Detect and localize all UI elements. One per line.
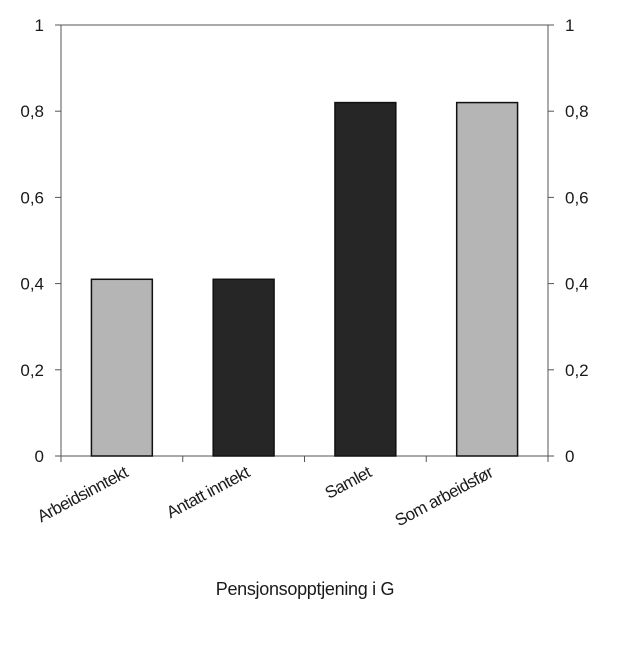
x-category-label-0: Arbeidsinntekt <box>34 462 131 526</box>
bar-2 <box>334 101 397 457</box>
y-tick-left-label: 0,6 <box>20 188 44 207</box>
y-axis-right: 0 0,2 0,4 0,6 0,8 1 <box>548 16 589 466</box>
y-tick-right-label: 0,4 <box>565 275 589 294</box>
y-tick-right-label: 1 <box>565 16 574 35</box>
y-tick-left-label: 1 <box>35 16 44 35</box>
y-tick-right-label: 0 <box>565 447 574 466</box>
y-tick-left-label: 0,4 <box>20 275 44 294</box>
bar-0 <box>90 278 154 457</box>
x-category-label-1: Antatt inntekt <box>163 462 253 522</box>
bars-group <box>90 101 519 457</box>
y-tick-right-label: 0,6 <box>565 188 589 207</box>
bar-1 <box>212 278 275 457</box>
x-axis-label: Pensjonsopptjening i G <box>216 579 395 599</box>
y-tick-right-label: 0,2 <box>565 361 589 380</box>
y-tick-right-label: 0,8 <box>565 102 589 121</box>
y-tick-left-label: 0,2 <box>20 361 44 380</box>
bar-3 <box>455 101 519 457</box>
y-tick-left-label: 0,8 <box>20 102 44 121</box>
x-category-label-3: Som arbeidsfør <box>392 462 497 530</box>
x-category-label-2: Samlet <box>322 462 375 502</box>
y-tick-left-label: 0 <box>35 447 44 466</box>
y-axis-left: 0 0,2 0,4 0,6 0,8 1 <box>20 16 61 466</box>
x-axis: Arbeidsinntekt Antatt inntekt Samlet Som ar… <box>34 456 549 530</box>
